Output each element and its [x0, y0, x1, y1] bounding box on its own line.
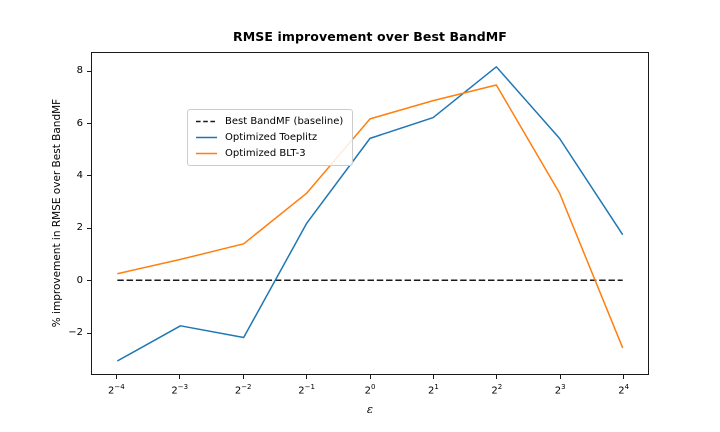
legend-line-sample-blt3 — [196, 152, 217, 155]
chart-canvas — [116, 66, 624, 362]
y-tick-label: 4 — [76, 169, 83, 181]
x-tick-label: 22 — [491, 383, 503, 397]
y-tick-label: −2 — [68, 327, 83, 339]
x-tick-label: 2−2 — [234, 383, 252, 397]
x-tick-label: 2−4 — [108, 383, 125, 397]
x-tick-label: 21 — [427, 383, 439, 397]
x-tick-mark — [623, 375, 625, 379]
legend-label-blt3: Optimized BLT-3 — [225, 148, 306, 159]
x-tick-mark — [179, 375, 181, 379]
x-tick-label: 23 — [554, 383, 566, 397]
y-tick-mark — [86, 280, 91, 282]
x-axis-label: ε — [366, 402, 374, 416]
legend: Best BandMF (baseline) Optimized Toeplitz… — [187, 109, 354, 166]
y-tick-label: 0 — [76, 274, 83, 286]
y-axis-label: % improvement in RMSE over Best BandMF — [51, 98, 63, 328]
x-tick-mark — [496, 375, 498, 379]
legend-line-sample-baseline — [196, 120, 217, 123]
x-tick-label: 24 — [618, 383, 630, 397]
legend-line-sample-toeplitz — [196, 136, 217, 139]
y-tick-mark — [86, 332, 91, 334]
y-tick-label: 8 — [76, 65, 83, 77]
x-tick-mark — [559, 375, 561, 379]
x-tick-mark — [432, 375, 434, 379]
series-line-toeplitz — [116, 66, 624, 362]
y-tick-mark — [86, 175, 91, 177]
legend-label-toeplitz: Optimized Toeplitz — [225, 132, 318, 143]
legend-entry-blt3: Optimized BLT-3 — [195, 146, 343, 161]
chart-title: RMSE improvement over Best BandMF — [233, 29, 507, 44]
y-tick-mark — [86, 227, 91, 229]
y-tick-mark — [86, 123, 91, 125]
x-tick-mark — [306, 375, 308, 379]
y-tick-mark — [86, 70, 91, 72]
x-tick-mark — [115, 375, 117, 379]
legend-entry-baseline: Best BandMF (baseline) — [195, 114, 343, 129]
x-tick-label: 20 — [364, 383, 376, 397]
x-tick-label: 2−3 — [171, 383, 189, 397]
legend-label-baseline: Best BandMF (baseline) — [225, 116, 344, 127]
y-tick-label: 6 — [76, 117, 83, 129]
x-tick-label: 2−1 — [298, 383, 315, 397]
x-tick-mark — [242, 375, 244, 379]
x-tick-mark — [369, 375, 371, 379]
series-line-blt3 — [117, 84, 624, 349]
plot-area: Best BandMF (baseline) Optimized Toeplitz… — [91, 52, 649, 375]
y-tick-label: 2 — [76, 222, 83, 234]
legend-entry-toeplitz: Optimized Toeplitz — [195, 130, 343, 145]
